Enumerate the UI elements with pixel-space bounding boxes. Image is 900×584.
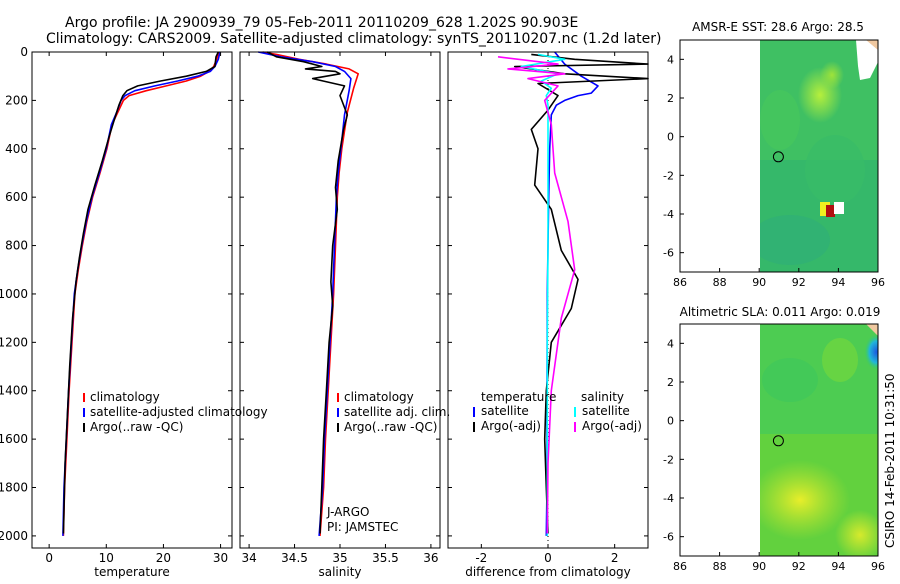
difference-legend: temperature salinitysatelliteArgo(-adj)sa… [473, 390, 642, 433]
y-tick-label: 0 [20, 45, 28, 59]
temperature-panel: 0 10 20 30 temperature 0 200 400 600 800 1000 1200 1… [0, 45, 268, 579]
legend-entry: Argo(..raw -QC) [90, 420, 183, 434]
x-tick-label: 34.5 [281, 551, 308, 565]
sla-map-panel: Altimetric SLA: 0.011 Argo: 0.019 86 88 90… [663, 305, 885, 573]
map-y-tick-label: -4 [663, 208, 674, 221]
difference-series-2 [520, 53, 566, 536]
y-tick-label: 200 [5, 93, 28, 107]
map-x-tick-label: 92 [792, 276, 806, 289]
legend-header-temperature: temperature [481, 390, 556, 404]
map-y-tick-label: -2 [663, 453, 674, 466]
x-tick-label: -2 [475, 551, 487, 565]
legend-entry: Argo(-adj) [481, 419, 541, 433]
figure-title-line2: Climatology: CARS2009. Satellite-adjuste… [46, 31, 661, 47]
legend-entry: climatology [344, 390, 414, 404]
legend-entry: climatology [90, 390, 160, 404]
legend-entry: satellite [481, 404, 529, 418]
difference-series-3 [497, 56, 576, 534]
sst-argo-position-marker [772, 151, 784, 163]
y-tick-label: 2000 [0, 529, 28, 543]
map-x-tick-label: 88 [713, 560, 727, 573]
difference-xlabel: difference from climatology [465, 565, 631, 579]
sla-map-title: Altimetric SLA: 0.011 Argo: 0.019 [680, 305, 881, 319]
legend-header-salinity: salinity [581, 390, 624, 404]
x-tick-label: 0 [45, 551, 53, 565]
legend-entry: satellite-adjusted climatology [90, 405, 268, 419]
map-y-tick-label: -2 [663, 169, 674, 182]
map-x-tick-label: 94 [831, 276, 845, 289]
salinity-frame [239, 51, 441, 549]
temperature-xlabel: temperature [94, 565, 169, 579]
x-tick-label: 20 [156, 551, 171, 565]
annotation-text: PI: JAMSTEC [327, 520, 398, 534]
sst-map-field [760, 40, 878, 272]
y-tick-label: 400 [5, 142, 28, 156]
legend-entry: satellite adj. clim. [344, 405, 450, 419]
y-tick-label: 1800 [0, 481, 28, 495]
x-tick-label: 2 [611, 551, 619, 565]
sst-map-title: AMSR-E SST: 28.6 Argo: 28.5 [692, 20, 864, 34]
temperature-series-0 [62, 51, 220, 536]
side-timestamp: CSIRO 14-Feb-2011 10:31:50 [883, 373, 897, 548]
legend-entry: Argo(-adj) [582, 419, 642, 433]
map-x-tick-label: 90 [752, 560, 766, 573]
x-tick-label: 34 [241, 551, 256, 565]
map-x-tick-label: 88 [713, 276, 727, 289]
y-tick-label: 1600 [0, 432, 28, 446]
map-x-tick-label: 86 [673, 560, 687, 573]
map-x-tick-label: 96 [871, 560, 885, 573]
map-y-tick-label: 4 [667, 337, 674, 350]
map-y-tick-label: 0 [667, 415, 674, 428]
figure-title-line1: Argo profile: JA 2900939_79 05-Feb-2011 … [65, 15, 578, 31]
map-x-tick-label: 92 [792, 560, 806, 573]
map-y-tick-label: -4 [663, 492, 674, 505]
x-tick-label: 30 [213, 551, 228, 565]
x-tick-label: 35 [332, 551, 347, 565]
difference-series-0 [545, 51, 599, 536]
y-tick-label: 1400 [0, 384, 28, 398]
map-y-tick-label: 0 [667, 131, 674, 144]
map-x-tick-label: 94 [831, 560, 845, 573]
sla-map-field [760, 324, 878, 556]
legend-entry: satellite [582, 404, 630, 418]
y-tick-label: 1200 [0, 335, 28, 349]
map-x-tick-label: 96 [871, 276, 885, 289]
temperature-series-1 [62, 51, 221, 536]
y-tick-label: 1000 [0, 287, 28, 301]
annotation-text: J-ARGO [326, 505, 369, 519]
temperature-series-2 [62, 51, 220, 534]
x-tick-label: 10 [99, 551, 114, 565]
salinity-series-2 [266, 51, 349, 534]
difference-series-1 [513, 53, 649, 534]
map-y-tick-label: -6 [663, 247, 674, 260]
map-y-tick-label: 2 [667, 92, 674, 105]
salinity-xlabel: salinity [318, 565, 361, 579]
y-tick-label: 800 [5, 239, 28, 253]
map-x-tick-label: 86 [673, 276, 687, 289]
map-y-tick-label: -6 [663, 531, 674, 544]
x-tick-label: 0 [544, 551, 552, 565]
sst-map-panel: AMSR-E SST: 28.6 Argo: 28.5 86 88 90 92 94 96… [663, 20, 885, 289]
legend-entry: Argo(..raw -QC) [344, 420, 437, 434]
temperature-frame [31, 51, 233, 549]
y-tick-label: 600 [5, 190, 28, 204]
salinity-series-1 [258, 51, 352, 536]
map-y-tick-label: 2 [667, 376, 674, 389]
salinity-panel: 34 34.5 35 35.5 36 salinity climatologysatelli… [239, 51, 450, 579]
map-x-tick-label: 90 [752, 276, 766, 289]
map-y-tick-label: 4 [667, 53, 674, 66]
x-tick-label: 36 [423, 551, 438, 565]
sla-argo-position-marker [772, 435, 784, 447]
x-tick-label: 35.5 [372, 551, 399, 565]
